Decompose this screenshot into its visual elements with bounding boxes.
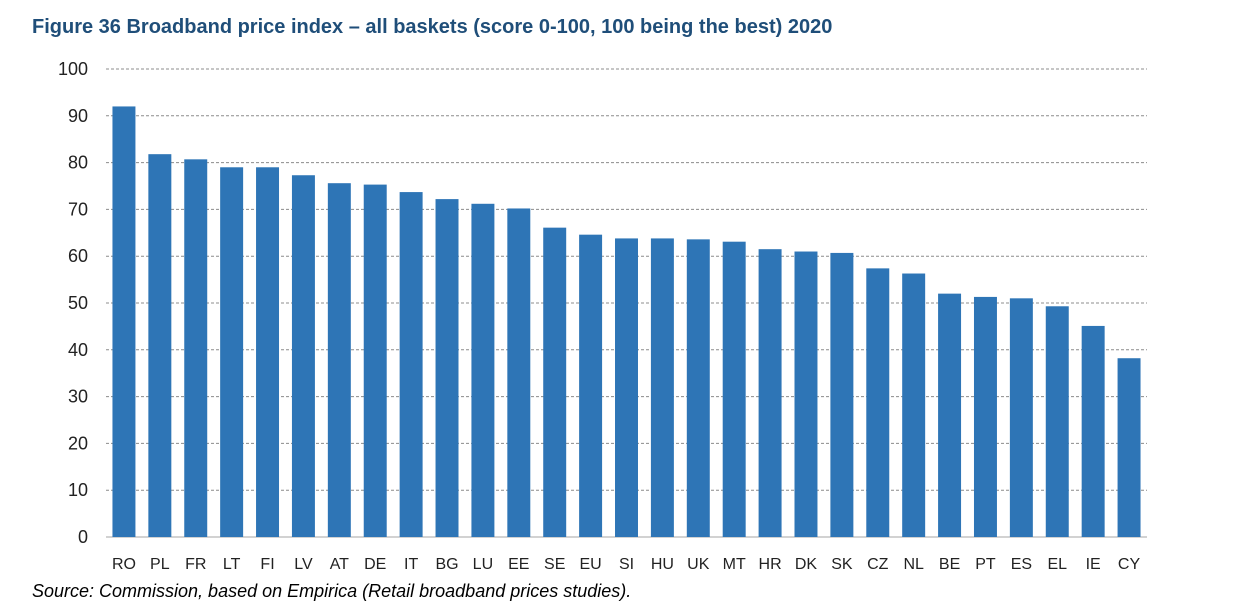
y-tick-label: 0 bbox=[78, 527, 88, 547]
x-tick-label: UK bbox=[687, 556, 710, 573]
x-tick-label: PT bbox=[975, 556, 996, 573]
bar-es bbox=[1009, 298, 1033, 537]
bar-fr bbox=[184, 159, 208, 537]
y-tick-label: 10 bbox=[68, 480, 88, 500]
bar-nl bbox=[902, 273, 926, 537]
x-tick-label: SE bbox=[544, 556, 565, 573]
x-tick-label: CZ bbox=[867, 556, 889, 573]
bar-hr bbox=[758, 249, 782, 537]
bar-mt bbox=[722, 241, 746, 537]
bar-ee bbox=[507, 208, 531, 538]
x-tick-label: LU bbox=[473, 556, 493, 573]
y-tick-label: 80 bbox=[68, 153, 88, 173]
bar-pt bbox=[973, 296, 997, 537]
x-tick-label: BE bbox=[939, 556, 960, 573]
x-tick-label: FR bbox=[185, 556, 206, 573]
x-tick-label: AT bbox=[330, 556, 349, 573]
x-tick-label: NL bbox=[903, 556, 924, 573]
bar-de bbox=[363, 184, 387, 537]
y-tick-label: 60 bbox=[68, 246, 88, 266]
bar-eu bbox=[579, 234, 603, 537]
bar-lu bbox=[471, 203, 495, 537]
y-tick-label: 70 bbox=[68, 199, 88, 219]
x-tick-label: DE bbox=[364, 556, 386, 573]
x-tick-label: DK bbox=[795, 556, 818, 573]
bar-si bbox=[615, 238, 638, 537]
bar-uk bbox=[686, 239, 710, 538]
y-tick-label: 20 bbox=[68, 433, 88, 453]
x-tick-label: HR bbox=[759, 556, 782, 573]
y-tick-label: 30 bbox=[68, 387, 88, 407]
bar-lt bbox=[220, 167, 244, 537]
bar-hu bbox=[650, 238, 674, 537]
bar-sk bbox=[830, 252, 854, 537]
x-tick-label: PL bbox=[150, 556, 170, 573]
bar-at bbox=[327, 183, 351, 537]
x-tick-label: RO bbox=[112, 556, 136, 573]
x-tick-label: MT bbox=[723, 556, 746, 573]
source-note: Source: Commission, based on Empirica (R… bbox=[32, 581, 632, 601]
y-tick-label: 50 bbox=[68, 293, 88, 313]
x-tick-label: LV bbox=[294, 556, 313, 573]
bar-fi bbox=[256, 167, 280, 537]
bar-cy bbox=[1117, 358, 1141, 537]
x-tick-label: LT bbox=[223, 556, 241, 573]
y-tick-label: 100 bbox=[58, 59, 88, 79]
x-tick-label: IE bbox=[1086, 556, 1101, 573]
bar-dk bbox=[794, 251, 818, 537]
x-tick-label: FI bbox=[260, 556, 274, 573]
bar-cz bbox=[866, 268, 890, 537]
bar-ro bbox=[112, 106, 136, 537]
y-tick-label: 90 bbox=[68, 106, 88, 126]
x-tick-label: SK bbox=[831, 556, 853, 573]
x-tick-label: IT bbox=[404, 556, 418, 573]
x-tick-label: HU bbox=[651, 556, 674, 573]
chart-title: Figure 36 Broadband price index – all ba… bbox=[32, 16, 833, 38]
bar-bg bbox=[435, 199, 459, 537]
x-tick-label: BG bbox=[435, 556, 458, 573]
bar-pl bbox=[148, 154, 172, 537]
x-tick-label: EU bbox=[579, 556, 601, 573]
bar-ie bbox=[1081, 325, 1105, 537]
x-tick-label: EL bbox=[1047, 556, 1067, 573]
bar-it bbox=[399, 192, 423, 538]
bar-se bbox=[543, 227, 567, 538]
bar-lv bbox=[291, 175, 315, 537]
x-tick-label: CY bbox=[1118, 556, 1141, 573]
x-tick-label: SI bbox=[619, 556, 634, 573]
y-tick-label: 40 bbox=[68, 340, 88, 360]
x-tick-label: EE bbox=[508, 556, 529, 573]
x-axis-ticks: RO PL FR LT FI LV AT DE IT BG LU EE SE EU SI HU UK MT HR DK… bbox=[112, 556, 1141, 573]
bars bbox=[112, 106, 1141, 538]
x-tick-label: ES bbox=[1011, 556, 1032, 573]
y-axis-ticks: 0 10 20 30 40 50 60 70 80 90 100 bbox=[58, 59, 88, 547]
bar-be bbox=[938, 293, 962, 537]
bar-el bbox=[1045, 306, 1069, 537]
